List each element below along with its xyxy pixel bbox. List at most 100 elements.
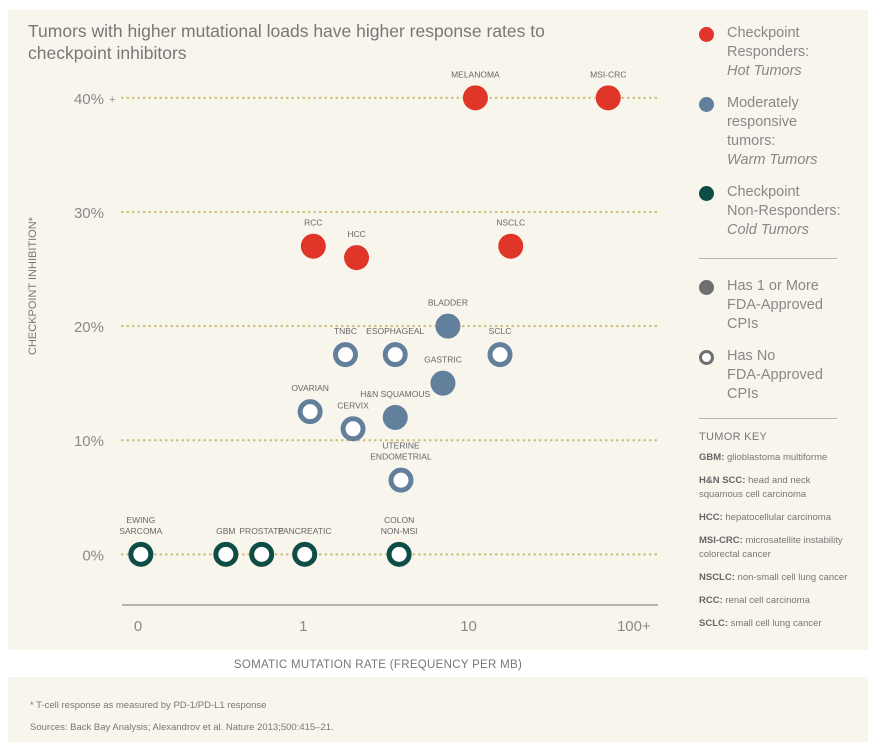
legend-cold-em: Cold Tumors [727,222,809,238]
data-point [340,416,366,442]
legend-cold-line1: Checkpoint [727,184,800,200]
data-point [344,245,370,271]
point-label: PROSTATE [239,526,284,536]
legend-hot: Checkpoint Responders: Hot Tumors [697,24,857,81]
data-point [300,233,326,259]
tumor-key-text: head and neck squamous cell carcinoma [699,475,811,500]
tumor-key-text: small cell lung cancer [728,618,822,629]
data-point [498,233,524,259]
legend-filled: Has 1 or More FDA-Approved CPIs [697,277,857,334]
point-label-line: H&N SQUAMOUS [360,389,430,399]
y-tick-label: 10% [74,433,104,450]
tumor-key-item: SCLC: small cell lung cancer [699,617,854,631]
x-axis-title: SOMATIC MUTATION RATE (FREQUENCY PER MB) [234,659,522,671]
tumor-key-abbr: H&N SCC: [699,475,746,486]
data-point [462,85,488,111]
tumor-key-text: hepatocellular carcinoma [722,512,832,523]
point-label-line: ENDOMETRIAL [370,452,432,462]
point-label-line: SCLC [489,326,512,336]
legend-hot-line1: Checkpoint [727,25,800,41]
point-label-line: BLADDER [428,298,468,308]
data-point [435,313,461,339]
y-tick-label: 40% [74,91,104,108]
point-label: NSCLC [496,218,525,228]
legend-warm: Moderately responsive tumors: Warm Tumor… [697,94,857,170]
tumor-key-abbr: RCC: [699,595,723,606]
x-tick-label: 1 [299,618,307,635]
hot-dot-icon [699,27,714,42]
legend-hot-em: Hot Tumors [727,63,802,79]
point-label-line: PROSTATE [239,526,284,536]
data-point [292,541,318,567]
tumor-key-list: GBM: glioblastoma multiforme H&N SCC: hea… [697,451,857,631]
tumor-key-item: MSI-CRC: microsatellite instability colo… [699,534,854,562]
warm-dot-icon [699,97,714,112]
point-label: GBM [216,526,235,536]
data-point [487,342,513,368]
point-label-line: MELANOMA [451,69,500,79]
data-point [382,404,408,430]
data-point [213,541,239,567]
legend-warm-line2: responsive [727,114,798,130]
point-label: MSI-CRC [590,69,626,79]
tumor-key-abbr: SCLC: [699,618,729,629]
chart-title: Tumors with higher mutational loads have… [28,21,545,63]
y-tick-label: 0% [82,547,104,564]
point-label: PANCREATIC [278,526,332,536]
legend-divider [699,258,837,259]
point-label: TNBC [334,326,357,336]
legend-warm-line3: tumors: [727,133,776,149]
point-label: BLADDER [428,298,468,308]
legend-hollow-line2: FDA-Approved CPIs [727,367,823,402]
point-label-line: OVARIAN [291,383,329,393]
tumor-key-abbr: HCC: [699,512,723,523]
y-tick-suffix: + [109,94,115,106]
tumor-key-item: RCC: renal cell carcinoma [699,594,854,608]
tumor-key-abbr: NSCLC: [699,572,735,583]
point-label-line: GASTRIC [424,355,462,365]
point-label-line: COLON [384,515,414,525]
data-point [128,541,154,567]
data-point [430,370,456,396]
tumor-key-abbr: MSI-CRC: [699,535,743,546]
legend-warm-line1: Moderately [727,95,799,111]
point-label: OVARIAN [291,383,329,393]
data-point [386,541,412,567]
point-label: H&N SQUAMOUS [360,389,430,399]
filled-dot-icon [699,280,714,295]
legend-divider-2 [699,418,837,419]
point-label-line: ESOPHAGEAL [366,326,424,336]
data-point [388,467,414,493]
point-label-line: EWING [126,515,155,525]
data-point [297,399,323,425]
point-label: CERVIX [337,400,369,410]
legend-cold: Checkpoint Non-Responders: Cold Tumors [697,183,857,240]
tumor-key-item: GBM: glioblastoma multiforme [699,451,854,465]
tumor-key-item: H&N SCC: head and neck squamous cell car… [699,474,854,502]
tumor-key-text: microsatellite instability colorectal ca… [699,535,843,560]
cold-dot-icon [699,186,714,201]
y-axis-title: CHECKPOINT INHIBITION* [27,216,39,355]
legend-hollow: Has No FDA-Approved CPIs [697,347,857,404]
point-label: SCLC [489,326,512,336]
data-point [332,342,358,368]
point-label: MELANOMA [451,69,500,79]
data-point [382,342,408,368]
point-label-line: RCC [304,218,322,228]
y-tick-label: 30% [74,205,104,222]
point-label-line: GBM [216,526,235,536]
point-label: EWING SARCOMA [119,515,162,536]
legend: Checkpoint Responders: Hot Tumors Modera… [697,24,857,640]
data-point [249,541,275,567]
tumor-key-text: glioblastoma multiforme [724,452,828,463]
point-label: UTERINE ENDOMETRIAL [370,441,432,462]
x-tick-label: 10 [460,618,477,635]
scatter-chart: 0% 10% 20% 30% 40% +0 1 10 100+ SOMATIC MUTATION … [27,69,660,671]
y-tick-label: 20% [74,319,104,336]
legend-cold-line2: Non-Responders: [727,203,841,219]
point-label-line: CERVIX [337,400,369,410]
point-label-line: PANCREATIC [278,526,332,536]
data-point [595,85,621,111]
tumor-key-item: NSCLC: non-small cell lung cancer [699,571,854,585]
footnote-panel [8,677,868,742]
